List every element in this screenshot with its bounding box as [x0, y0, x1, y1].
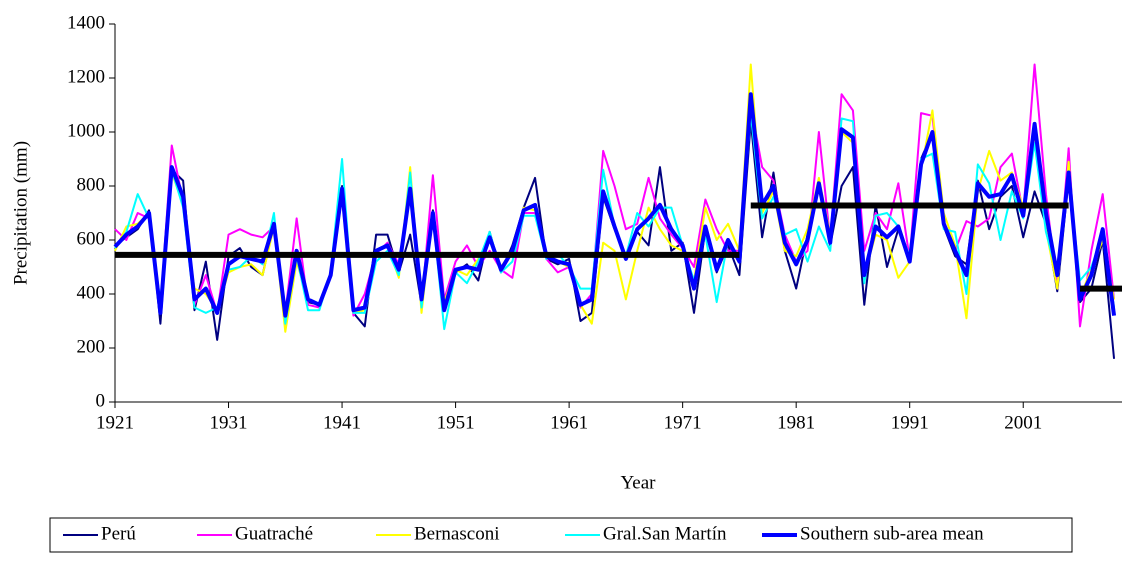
y-tick-label: 200	[77, 336, 106, 357]
mean-line	[113, 92, 1117, 318]
legend-box	[49, 517, 1073, 553]
legend-label: Southern sub-area mean	[800, 523, 984, 544]
y-tick-label: 800	[77, 174, 106, 195]
x-tick-label: 1971	[664, 412, 702, 433]
x-tick-label: 1941	[323, 412, 361, 433]
x-tick-label: 1981	[777, 412, 815, 433]
legend-label: Bernasconi	[414, 523, 499, 544]
x-tick-label: 1921	[96, 412, 134, 433]
x-tick-label: 2001	[1004, 412, 1042, 433]
y-tick-label: 600	[77, 228, 106, 249]
y-tick-label: 0	[96, 390, 106, 411]
x-tick-label: 1991	[891, 412, 929, 433]
legend-label: Guatraché	[235, 523, 313, 544]
y-axis-title: Precipitation (mm)	[10, 141, 31, 285]
x-tick-label: 1951	[437, 412, 475, 433]
y-tick-label: 1400	[67, 12, 105, 33]
series-line	[114, 63, 1116, 333]
x-tick-label: 1961	[550, 412, 588, 433]
x-axis-title: Year	[620, 472, 656, 493]
x-tick-label: 1931	[210, 412, 248, 433]
y-tick-label: 1000	[67, 120, 105, 141]
y-tick-label: 400	[77, 282, 106, 303]
legend-label: Gral.San Martín	[603, 523, 727, 544]
series-line	[114, 120, 1116, 359]
legend-label: Perú	[101, 523, 136, 544]
y-tick-label: 1200	[67, 66, 105, 87]
